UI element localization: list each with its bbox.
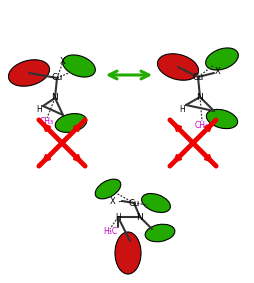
Ellipse shape [141, 194, 170, 213]
Ellipse shape [115, 232, 140, 274]
Text: H: H [178, 104, 184, 113]
Ellipse shape [145, 224, 174, 242]
Ellipse shape [205, 48, 237, 70]
Text: X: X [214, 67, 220, 76]
Text: N: N [51, 93, 58, 102]
Ellipse shape [205, 109, 237, 129]
Text: CH₃: CH₃ [194, 121, 208, 130]
Text: H₃C: H₃C [103, 226, 117, 235]
Text: X –: X – [109, 196, 122, 205]
Ellipse shape [157, 54, 198, 80]
Text: H: H [36, 106, 42, 115]
Text: N: N [196, 93, 203, 102]
Ellipse shape [95, 179, 120, 199]
Ellipse shape [62, 55, 95, 77]
Text: Cu: Cu [51, 74, 62, 83]
Ellipse shape [8, 60, 49, 86]
Text: H: H [115, 213, 120, 222]
Text: N: N [136, 213, 143, 222]
Text: Cu: Cu [128, 198, 139, 207]
Ellipse shape [55, 113, 86, 132]
Text: CH₃: CH₃ [40, 117, 54, 127]
Text: X: X [60, 57, 66, 67]
Text: Cu: Cu [192, 72, 203, 82]
